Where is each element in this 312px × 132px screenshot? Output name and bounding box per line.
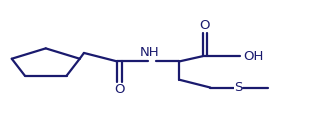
Text: S: S <box>234 81 242 94</box>
Text: O: O <box>114 83 124 96</box>
Text: NH: NH <box>140 46 160 59</box>
Text: OH: OH <box>244 50 264 63</box>
Text: O: O <box>199 19 210 32</box>
